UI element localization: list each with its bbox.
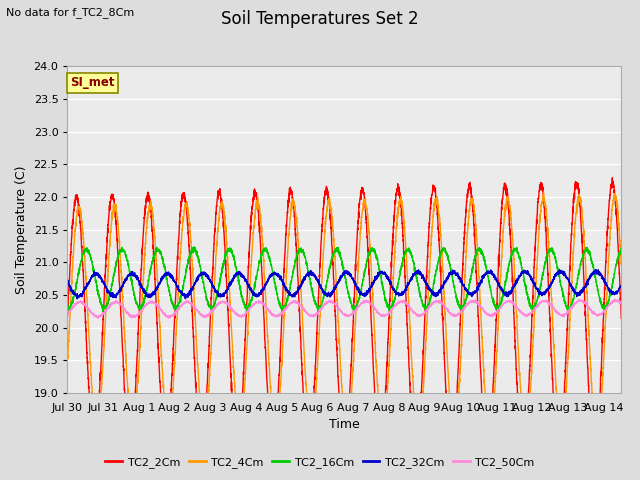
- TC2_2Cm: [500, 182, 508, 188]
- TC2_2Cm: [303, 436, 311, 442]
- TC2_2Cm: [316, 279, 323, 285]
- TC2_2Cm: [618, 315, 625, 321]
- TC2_50Cm: [316, 308, 323, 313]
- TC2_16Cm: [316, 303, 323, 309]
- TC2_16Cm: [331, 249, 339, 254]
- TC2_32Cm: [63, 278, 71, 284]
- TC2_32Cm: [613, 291, 621, 297]
- Text: SI_met: SI_met: [70, 76, 115, 89]
- TC2_32Cm: [316, 279, 323, 285]
- TC2_16Cm: [613, 261, 621, 266]
- Text: No data for f_TC2_8Cm: No data for f_TC2_8Cm: [6, 7, 134, 18]
- TC2_32Cm: [500, 291, 508, 297]
- TC2_4Cm: [618, 260, 625, 266]
- TC2_4Cm: [330, 243, 338, 249]
- TC2_2Cm: [613, 221, 621, 227]
- Y-axis label: Soil Temperature (C): Soil Temperature (C): [15, 166, 28, 294]
- TC2_50Cm: [377, 312, 385, 318]
- Line: TC2_4Cm: TC2_4Cm: [67, 192, 621, 436]
- Line: TC2_16Cm: TC2_16Cm: [67, 247, 621, 312]
- TC2_4Cm: [377, 421, 385, 427]
- TC2_32Cm: [593, 267, 600, 273]
- TC2_32Cm: [74, 296, 81, 302]
- TC2_4Cm: [557, 433, 565, 439]
- TC2_4Cm: [316, 332, 323, 337]
- TC2_50Cm: [611, 296, 619, 302]
- TC2_4Cm: [303, 394, 311, 399]
- TC2_50Cm: [500, 300, 508, 306]
- TC2_16Cm: [303, 262, 311, 267]
- TC2_50Cm: [63, 311, 71, 316]
- TC2_32Cm: [303, 272, 311, 277]
- TC2_16Cm: [190, 244, 198, 250]
- TC2_4Cm: [63, 356, 71, 361]
- Legend: TC2_2Cm, TC2_4Cm, TC2_16Cm, TC2_32Cm, TC2_50Cm: TC2_2Cm, TC2_4Cm, TC2_16Cm, TC2_32Cm, TC…: [101, 452, 539, 472]
- TC2_2Cm: [591, 452, 599, 457]
- TC2_50Cm: [303, 309, 311, 315]
- TC2_2Cm: [330, 290, 338, 296]
- Text: Soil Temperatures Set 2: Soil Temperatures Set 2: [221, 10, 419, 28]
- TC2_50Cm: [618, 301, 625, 307]
- TC2_16Cm: [63, 303, 71, 309]
- TC2_50Cm: [613, 298, 621, 304]
- TC2_50Cm: [164, 315, 172, 321]
- TC2_16Cm: [377, 275, 385, 280]
- TC2_4Cm: [540, 190, 547, 195]
- TC2_2Cm: [609, 175, 616, 180]
- TC2_2Cm: [63, 314, 71, 320]
- TC2_32Cm: [331, 288, 339, 293]
- Line: TC2_2Cm: TC2_2Cm: [67, 178, 621, 455]
- TC2_16Cm: [618, 245, 625, 251]
- TC2_2Cm: [377, 446, 385, 452]
- TC2_4Cm: [500, 216, 508, 221]
- TC2_50Cm: [331, 301, 339, 307]
- TC2_16Cm: [386, 309, 394, 314]
- TC2_4Cm: [613, 199, 621, 205]
- Line: TC2_50Cm: TC2_50Cm: [67, 299, 621, 318]
- X-axis label: Time: Time: [329, 419, 360, 432]
- Line: TC2_32Cm: TC2_32Cm: [67, 270, 621, 299]
- TC2_16Cm: [501, 283, 509, 288]
- TC2_32Cm: [377, 269, 385, 275]
- TC2_32Cm: [618, 283, 625, 289]
